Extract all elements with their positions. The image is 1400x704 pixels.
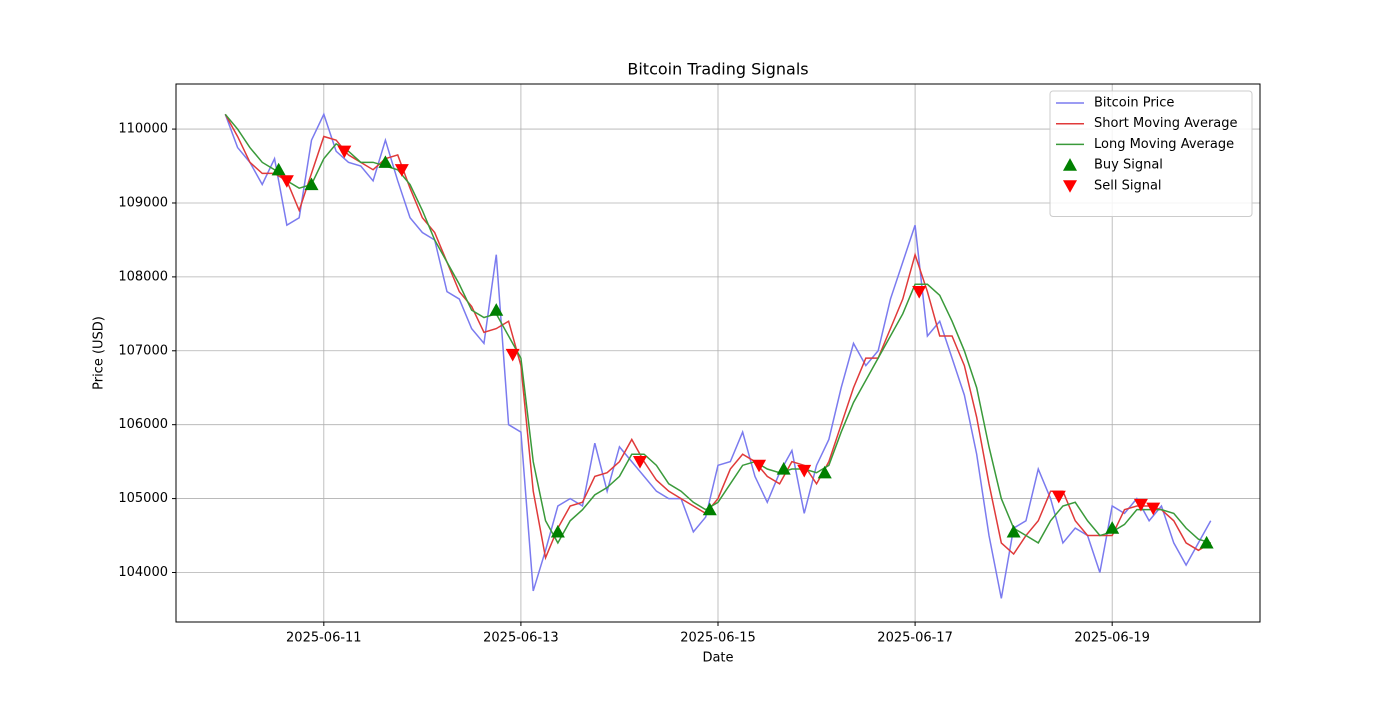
legend-label: Short Moving Average xyxy=(1094,116,1238,131)
y-tick-label: 108000 xyxy=(118,269,168,284)
legend-label: Long Moving Average xyxy=(1094,137,1234,152)
legend-label: Sell Signal xyxy=(1094,178,1162,193)
signal-marker xyxy=(1051,490,1066,504)
signal-marker xyxy=(632,456,647,469)
signal-marker xyxy=(1146,502,1161,516)
legend-swatch xyxy=(1063,158,1077,171)
y-tick-label: 107000 xyxy=(118,343,168,358)
signal-marker xyxy=(1105,521,1120,534)
legend-box xyxy=(1049,90,1253,217)
signal-marker xyxy=(304,177,319,191)
x-tick-label: 2025-06-13 xyxy=(483,631,559,646)
signal-marker xyxy=(1006,524,1021,538)
legend-label: Bitcoin Price xyxy=(1094,96,1174,111)
signal-marker xyxy=(1199,535,1214,549)
y-tick-label: 105000 xyxy=(118,491,168,506)
signal-marker xyxy=(378,155,393,168)
x-tick-label: 2025-06-19 xyxy=(1074,631,1150,646)
signal-marker xyxy=(912,286,927,299)
signal-marker xyxy=(394,164,409,177)
signal-marker xyxy=(702,502,717,516)
y-axis-label: Price (USD) xyxy=(92,316,107,390)
x-tick-label: 2025-06-15 xyxy=(680,631,756,646)
plot-frame xyxy=(175,83,1261,623)
signal-marker xyxy=(1133,498,1148,512)
y-tick-label: 110000 xyxy=(118,122,168,137)
legend-label: Buy Signal xyxy=(1094,158,1163,173)
y-tick-label: 109000 xyxy=(118,195,168,210)
signal-marker xyxy=(505,348,520,362)
signal-marker xyxy=(271,162,286,176)
x-tick-label: 2025-06-17 xyxy=(877,631,953,646)
price-line xyxy=(224,112,1212,599)
x-axis-label: Date xyxy=(702,651,733,666)
signal-marker xyxy=(489,303,504,316)
legend-swatch xyxy=(1063,180,1077,193)
y-tick-label: 106000 xyxy=(118,417,168,432)
signal-marker xyxy=(797,464,812,478)
y-tick-label: 104000 xyxy=(118,565,168,580)
signal-marker xyxy=(279,175,294,188)
signal-marker xyxy=(550,524,565,538)
signal-marker xyxy=(776,462,791,475)
signal-marker xyxy=(817,465,832,479)
chart-title: Bitcoin Trading Signals xyxy=(627,60,808,79)
signal-marker xyxy=(337,145,352,159)
x-tick-label: 2025-06-11 xyxy=(286,631,362,646)
signal-marker xyxy=(752,459,767,473)
price-line xyxy=(224,113,1212,561)
